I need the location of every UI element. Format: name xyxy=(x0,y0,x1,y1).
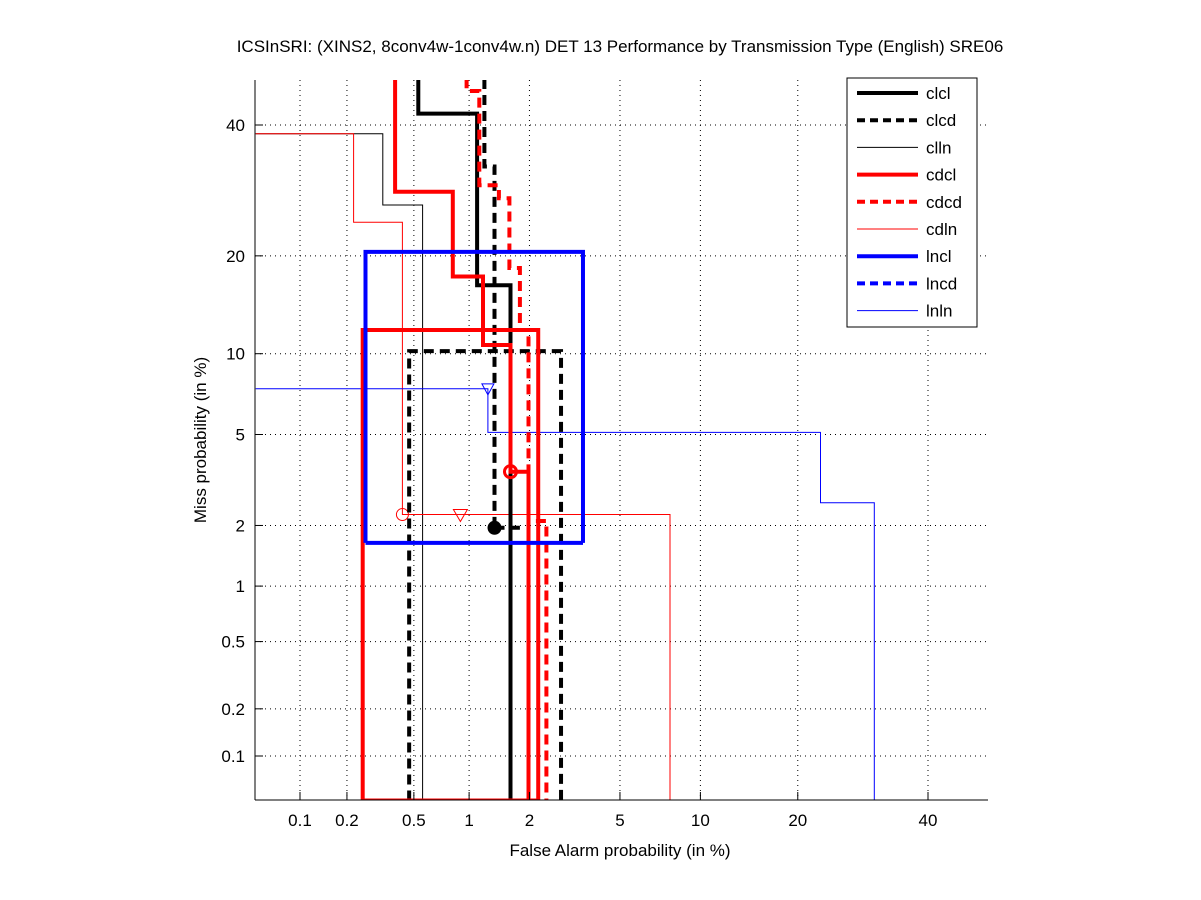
series-cdcl xyxy=(360,80,541,800)
x-tick-label: 2 xyxy=(525,811,534,830)
chart-title: ICSInSRI: (XINS2, 8conv4w-1conv4w.n) DET… xyxy=(237,37,1004,56)
series-lncl xyxy=(363,249,585,545)
curve-lnln xyxy=(255,388,875,800)
y-tick-label: 1 xyxy=(236,577,245,596)
x-ticks: 0.1 0.2 0.5 1 2 5 10 20 40 xyxy=(288,792,937,830)
x-tick-label: 5 xyxy=(615,811,624,830)
y-tick-label: 20 xyxy=(226,247,245,266)
legend-label-lnln: lnln xyxy=(926,302,952,321)
y-tick-label: 0.2 xyxy=(221,700,245,719)
legend-label-cdcl: cdcl xyxy=(926,166,956,185)
y-tick-label: 2 xyxy=(236,516,245,535)
series-cdcd xyxy=(464,80,549,800)
curve-cdcd xyxy=(464,80,549,800)
x-tick-label: 0.2 xyxy=(335,811,359,830)
axes-frame xyxy=(254,80,988,801)
series-cdln xyxy=(255,133,671,800)
x-tick-label: 20 xyxy=(788,811,807,830)
act-dcf-marker-lnln xyxy=(481,383,495,396)
y-axis-label: Miss probability (in %) xyxy=(191,357,210,523)
x-tick-label: 40 xyxy=(919,811,938,830)
confidence-box-lncl xyxy=(363,249,585,545)
min-dcf-marker-cdcl xyxy=(502,464,518,480)
x-tick-label: 1 xyxy=(464,811,473,830)
x-tick-label: 0.5 xyxy=(402,811,426,830)
y-tick-label: 5 xyxy=(236,426,245,445)
legend: clcl clcd clln cdcl cdcd cdln lncl lncd lnln xyxy=(846,77,978,328)
legend-label-lncd: lncd xyxy=(926,274,957,293)
legend-label-cdcd: cdcd xyxy=(926,193,962,212)
legend-label-lncl: lncl xyxy=(926,247,952,266)
legend-label-clcl: clcl xyxy=(926,84,951,103)
series-layer xyxy=(255,80,875,800)
curve-clcd xyxy=(482,80,497,528)
act-dcf-marker-cdln xyxy=(452,509,469,523)
y-tick-label: 40 xyxy=(226,116,245,135)
min-dcf-marker-cdln xyxy=(395,508,409,522)
x-axis-label: False Alarm probability (in %) xyxy=(509,841,730,860)
curve-cdln xyxy=(255,133,671,800)
series-lnln xyxy=(255,383,875,800)
y-tick-label: 10 xyxy=(226,345,245,364)
x-tick-label: 10 xyxy=(691,811,710,830)
y-ticks: 0.1 0.2 0.5 1 2 5 10 20 40 xyxy=(221,116,263,766)
legend-label-clln: clln xyxy=(926,138,952,157)
confidence-box-cdcl xyxy=(360,327,541,800)
series-clcd xyxy=(407,80,564,800)
legend-label-clcd: clcd xyxy=(926,111,956,130)
legend-label-cdln: cdln xyxy=(926,220,957,239)
curve-cdcl xyxy=(393,80,531,800)
confidence-box-clcd xyxy=(407,349,564,800)
x-tick-label: 0.1 xyxy=(288,811,312,830)
min-dcf-center-cdcl xyxy=(508,469,513,474)
y-tick-label: 0.1 xyxy=(221,747,245,766)
y-tick-label: 0.5 xyxy=(221,633,245,652)
